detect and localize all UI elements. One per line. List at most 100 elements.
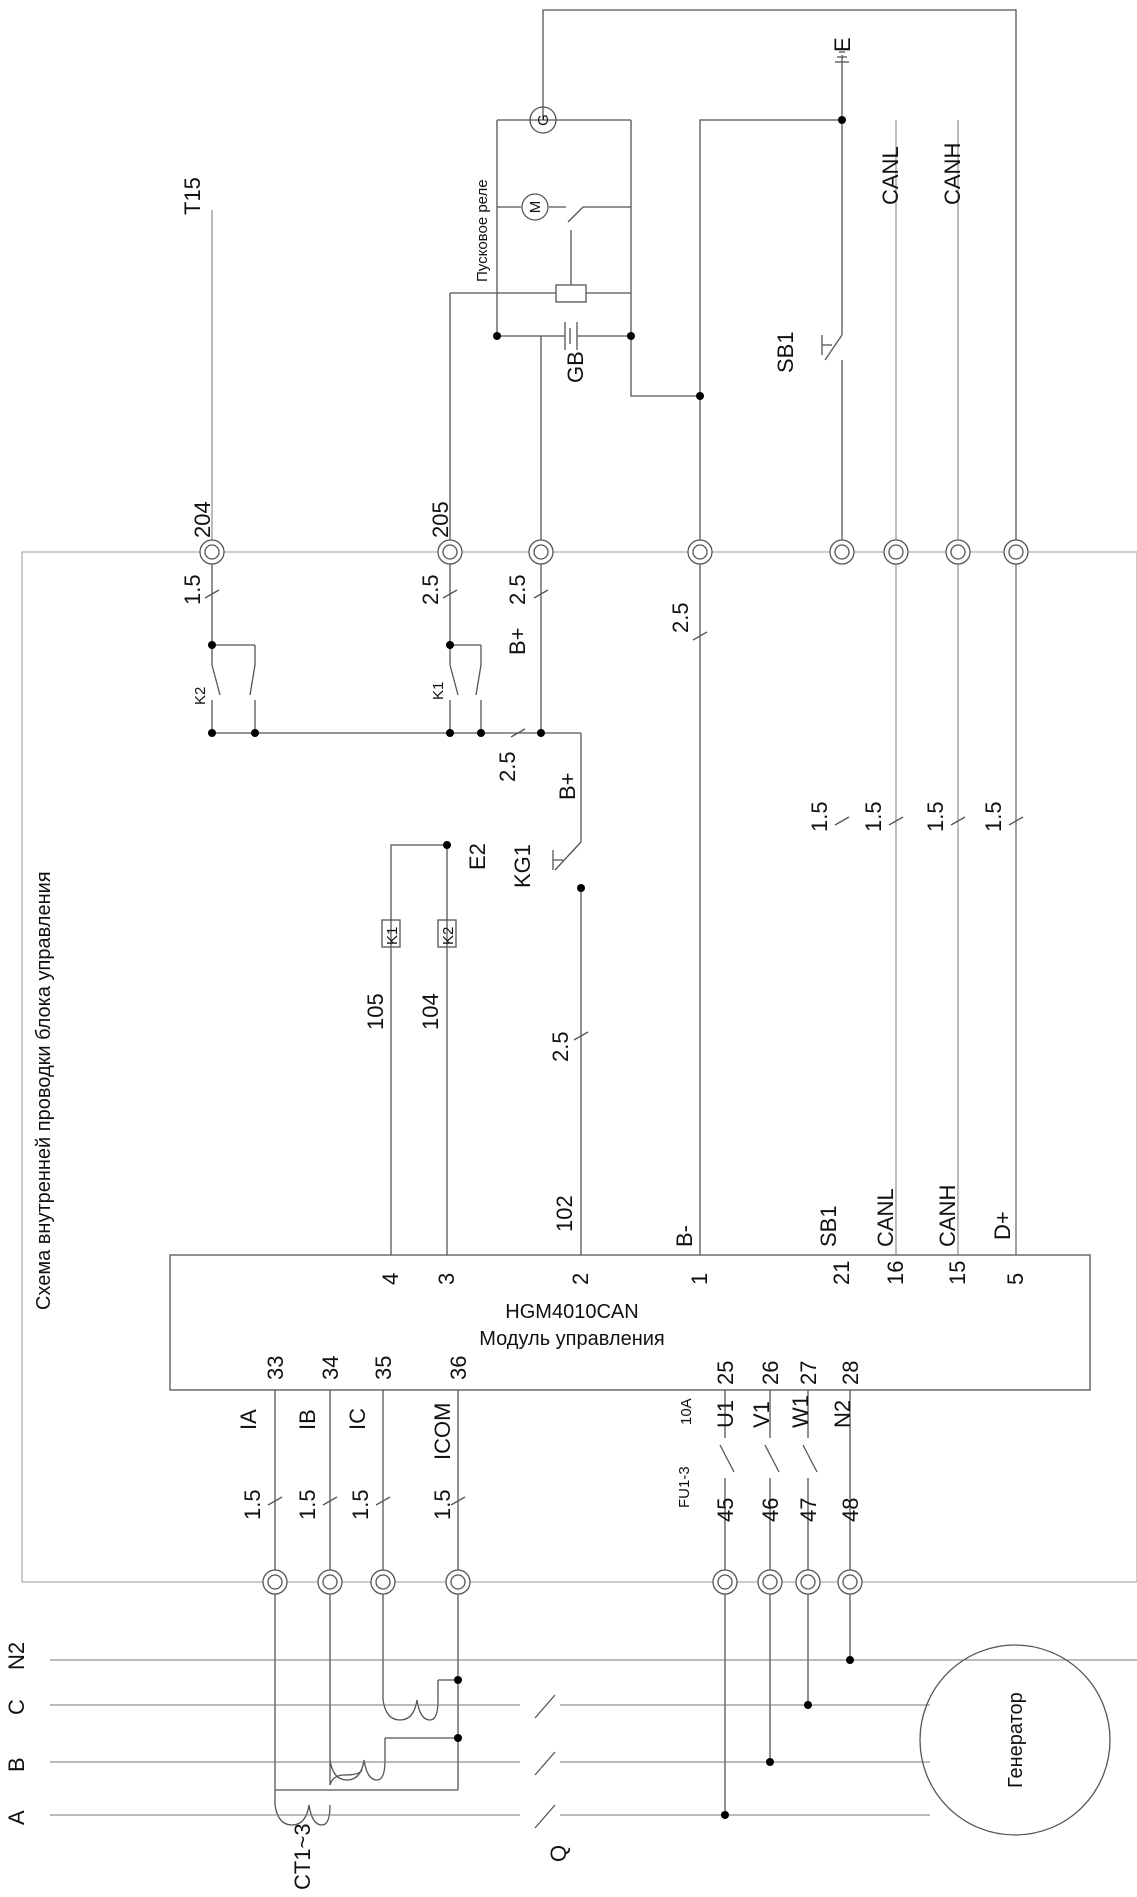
label-k1-coil: K1 xyxy=(384,927,401,945)
label-canh-mod: CANH xyxy=(935,1185,960,1247)
pin-15: 15 xyxy=(945,1261,970,1285)
size-bminus: 2.5 xyxy=(668,602,693,633)
module-name: HGM4010CAN xyxy=(505,1301,638,1323)
size-k1: 2.5 xyxy=(495,751,520,782)
motor-m: M xyxy=(521,193,549,221)
size-ib: 1.5 xyxy=(295,1489,320,1520)
size-dplus: 1.5 xyxy=(981,801,1006,832)
label-icom: ICOM xyxy=(430,1403,455,1460)
label-ib: IB xyxy=(295,1409,320,1430)
size-ia: 1.5 xyxy=(240,1489,265,1520)
size-icom: 1.5 xyxy=(430,1489,455,1520)
label-t15: T15 xyxy=(180,177,205,215)
label-bplus1: B+ xyxy=(505,627,530,655)
terminal-204 xyxy=(199,539,225,565)
terminal-205 xyxy=(437,539,463,565)
terminal-label-45: 45 xyxy=(713,1498,738,1522)
pin-27: 27 xyxy=(796,1361,821,1385)
inner-wiring xyxy=(211,552,1017,1255)
terminal-48 xyxy=(837,1569,863,1595)
pin-36: 36 xyxy=(446,1356,471,1380)
terminal-ic xyxy=(370,1569,396,1595)
pin-2: 2 xyxy=(568,1273,593,1285)
size-205: 2.5 xyxy=(418,574,443,605)
alternator-g: G xyxy=(529,106,557,134)
size-canh: 1.5 xyxy=(923,801,948,832)
labels: T15 E CANL CANH Пусковое реле G B SB1 204… xyxy=(4,37,1028,1890)
pin-3: 3 xyxy=(434,1273,459,1285)
svg-text:G: G xyxy=(535,114,552,126)
terminal-label-48: 48 xyxy=(838,1498,863,1522)
label-ct: CT1~3 xyxy=(290,1823,315,1890)
pin-16: 16 xyxy=(883,1261,908,1285)
terminals xyxy=(199,539,1029,1595)
pin-4: 4 xyxy=(378,1273,403,1285)
junction-dots xyxy=(208,116,854,1819)
label-start-relay: Пусковое реле xyxy=(474,179,491,282)
label-n2-mod: N2 xyxy=(830,1400,855,1428)
label-102: 102 xyxy=(552,1195,577,1232)
terminal-dplus xyxy=(1003,539,1029,565)
label-sb1-mod: SB1 xyxy=(816,1205,841,1247)
terminal-canh xyxy=(945,539,971,565)
label-dplus: D+ xyxy=(990,1211,1015,1240)
module-box xyxy=(169,1254,1091,1391)
bottom-wiring xyxy=(50,1390,1137,1836)
label-canl-top: CANL xyxy=(878,146,903,205)
pin-21: 21 xyxy=(829,1261,854,1285)
label-kg1: KG1 xyxy=(510,844,535,888)
label-ia: IA xyxy=(236,1409,261,1430)
pin-35: 35 xyxy=(371,1356,396,1380)
terminal-45 xyxy=(712,1569,738,1595)
label-bplus2: B+ xyxy=(555,772,580,800)
terminal-sb1 xyxy=(829,539,855,565)
module-desc: Модуль управления xyxy=(479,1328,665,1350)
size-102: 2.5 xyxy=(548,1031,573,1062)
label-v1: V1 xyxy=(749,1401,774,1428)
size-ic: 1.5 xyxy=(348,1489,373,1520)
label-e: E xyxy=(830,37,855,52)
label-bus-b: B xyxy=(4,1757,29,1772)
inner-title: Схема внутренней проводки блока управлен… xyxy=(33,871,55,1310)
terminal-ia xyxy=(262,1569,288,1595)
size-canl: 1.5 xyxy=(861,801,886,832)
label-bus-a: A xyxy=(4,1810,29,1825)
pin-28: 28 xyxy=(838,1361,863,1385)
terminal-label-47: 47 xyxy=(796,1498,821,1522)
label-bminus: B- xyxy=(672,1225,697,1247)
label-q: Q xyxy=(546,1845,571,1862)
terminal-46 xyxy=(757,1569,783,1595)
terminal-bplus xyxy=(528,539,554,565)
size-sb1: 1.5 xyxy=(807,801,832,832)
label-k1-contact: K1 xyxy=(430,682,447,700)
label-ic: IC xyxy=(345,1408,370,1430)
label-bus-c: C xyxy=(4,1699,29,1715)
label-fu: FU1-3 xyxy=(676,1466,693,1508)
pin-1: 1 xyxy=(687,1273,712,1285)
label-205: 205 xyxy=(428,501,453,538)
terminal-icom xyxy=(445,1569,471,1595)
label-n2-bus: N2 xyxy=(4,1642,29,1670)
pin-33: 33 xyxy=(263,1356,288,1380)
pin-25: 25 xyxy=(713,1361,738,1385)
label-104: 104 xyxy=(418,993,443,1030)
label-e2: E2 xyxy=(465,843,490,870)
gauge-ticks xyxy=(204,589,1024,1506)
terminal-label-46: 46 xyxy=(758,1498,783,1522)
label-105: 105 xyxy=(363,993,388,1030)
pin-5: 5 xyxy=(1003,1273,1028,1285)
label-k2-contact: K2 xyxy=(192,687,209,705)
label-u1: U1 xyxy=(713,1400,738,1428)
size-bplus: 2.5 xyxy=(505,574,530,605)
pin-26: 26 xyxy=(758,1361,783,1385)
label-204: 204 xyxy=(190,501,215,538)
terminal-47 xyxy=(795,1569,821,1595)
label-canh-top: CANH xyxy=(940,143,965,205)
label-fu-rating: 10A xyxy=(678,1398,695,1425)
pin-34: 34 xyxy=(318,1356,343,1380)
label-w1: W1 xyxy=(788,1395,813,1428)
top-wiring xyxy=(211,9,1017,1255)
control-unit-boundary xyxy=(21,551,1137,1583)
label-k2-coil: K2 xyxy=(440,927,457,945)
